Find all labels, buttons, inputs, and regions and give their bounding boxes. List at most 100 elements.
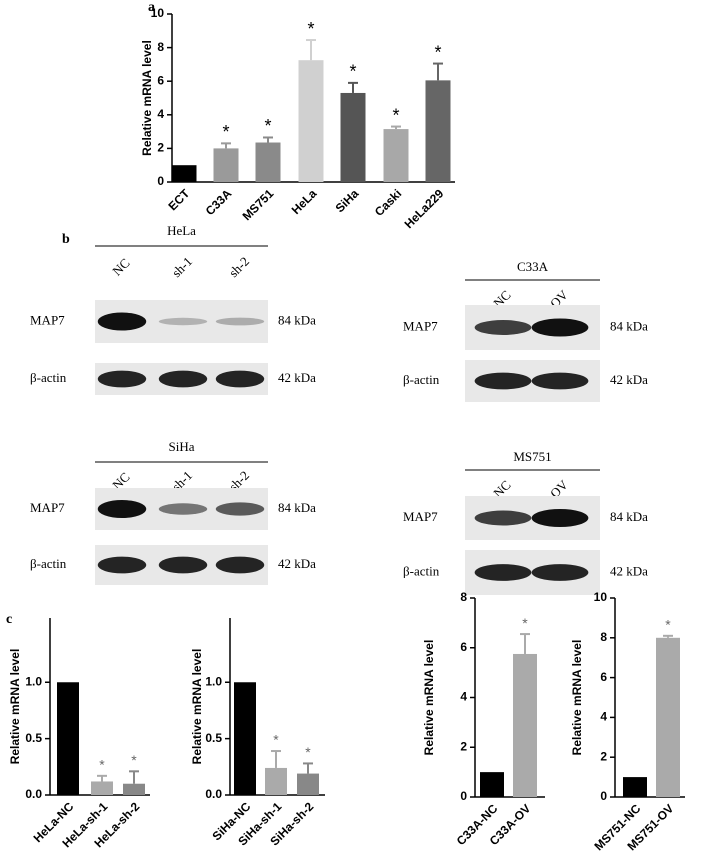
kda-label: 84 kDa	[610, 509, 648, 524]
blot-band	[474, 564, 532, 581]
y-tick-label: 2	[600, 749, 607, 763]
bar	[255, 142, 281, 182]
x-tick-label: C33A	[203, 186, 235, 218]
y-tick-label: 1.0	[205, 674, 222, 688]
blot-band	[531, 509, 589, 527]
bar	[425, 80, 451, 182]
x-tick-label: SiHa	[333, 186, 362, 215]
blot-band	[158, 503, 208, 515]
kda-label: 42 kDa	[278, 370, 316, 385]
blot-band	[97, 556, 147, 574]
blot-title: SiHa	[169, 439, 195, 454]
significance: *	[222, 122, 229, 142]
significance: *	[349, 62, 356, 82]
y-tick-label: 0	[600, 789, 607, 803]
y-axis-label: Relative mRNA level	[570, 640, 584, 756]
y-axis-label: Relative mRNA level	[140, 40, 154, 156]
significance: *	[307, 19, 314, 39]
bar	[234, 682, 256, 795]
bar	[57, 682, 79, 795]
y-tick-label: 8	[157, 40, 164, 54]
blot-band	[531, 318, 589, 337]
kda-label: 84 kDa	[278, 312, 316, 327]
blot-band	[215, 502, 265, 516]
kda-label: 84 kDa	[278, 500, 316, 515]
lane-label: NC	[109, 255, 132, 278]
y-tick-label: 8	[600, 630, 607, 644]
protein-label: MAP7	[30, 500, 65, 515]
kda-label: 42 kDa	[610, 372, 648, 387]
y-tick-label: 2	[460, 739, 467, 753]
significance: *	[264, 116, 271, 136]
x-tick-label: Caski	[372, 186, 405, 219]
x-tick-label: HeLa	[289, 186, 320, 217]
significance: *	[434, 42, 441, 62]
bar	[340, 92, 366, 182]
blot-band	[215, 317, 265, 326]
y-tick-label: 6	[157, 73, 164, 87]
y-tick-label: 4	[460, 690, 467, 704]
y-tick-label: 10	[594, 590, 608, 604]
bar	[513, 653, 537, 797]
panel-label: b	[62, 232, 70, 247]
protein-label: MAP7	[403, 509, 438, 524]
x-tick-label: MS751	[240, 186, 277, 223]
significance: *	[392, 105, 399, 125]
lane-label: sh-1	[169, 254, 195, 280]
bar	[656, 637, 680, 797]
blot-band	[474, 372, 532, 390]
protein-label: β-actin	[403, 563, 440, 578]
protein-label: β-actin	[30, 370, 67, 385]
blot-title: HeLa	[167, 223, 196, 238]
protein-label: β-actin	[403, 372, 440, 387]
kda-label: 84 kDa	[610, 318, 648, 333]
y-tick-label: 0.5	[25, 731, 42, 745]
kda-label: 42 kDa	[278, 556, 316, 571]
bar	[623, 777, 647, 797]
protein-label: MAP7	[30, 312, 65, 327]
y-axis-label: Relative mRNA level	[8, 649, 22, 765]
y-tick-label: 2	[157, 141, 164, 155]
blot-band	[215, 556, 265, 574]
bar	[480, 772, 504, 797]
y-tick-label: 1.0	[25, 674, 42, 688]
y-tick-label: 0.0	[25, 787, 42, 801]
blot-title: C33A	[517, 259, 549, 274]
y-tick-label: 0.5	[205, 731, 222, 745]
y-tick-label: 0	[157, 174, 164, 188]
y-tick-label: 4	[157, 107, 164, 121]
blot-band	[531, 372, 589, 390]
panel-label: a	[148, 0, 155, 15]
x-tick-label: HeLa229	[402, 186, 447, 231]
blot-band	[158, 556, 208, 574]
blot-band	[158, 317, 208, 326]
protein-label: β-actin	[30, 556, 67, 571]
blot-band	[474, 320, 532, 335]
blot-band	[531, 564, 589, 581]
significance: *	[99, 757, 105, 773]
y-tick-label: 8	[460, 590, 467, 604]
bar	[91, 781, 113, 795]
panel-label: c	[6, 612, 12, 627]
blot-band	[97, 370, 147, 388]
y-axis-label: Relative mRNA level	[190, 649, 204, 765]
blot-band	[97, 312, 147, 331]
blot-band	[215, 370, 265, 388]
significance: *	[665, 617, 671, 633]
blot-band	[97, 500, 147, 518]
y-tick-label: 6	[460, 640, 467, 654]
significance: *	[305, 744, 311, 760]
bar	[297, 773, 319, 795]
bar	[265, 767, 287, 795]
x-tick-label: ECT	[165, 186, 192, 213]
y-axis-label: Relative mRNA level	[422, 640, 436, 756]
bar	[171, 165, 197, 182]
significance: *	[522, 615, 528, 631]
bar	[383, 129, 409, 182]
bar	[123, 783, 145, 795]
protein-label: MAP7	[403, 318, 438, 333]
blot-title: MS751	[513, 449, 551, 464]
y-tick-label: 0	[460, 789, 467, 803]
significance: *	[131, 752, 137, 768]
